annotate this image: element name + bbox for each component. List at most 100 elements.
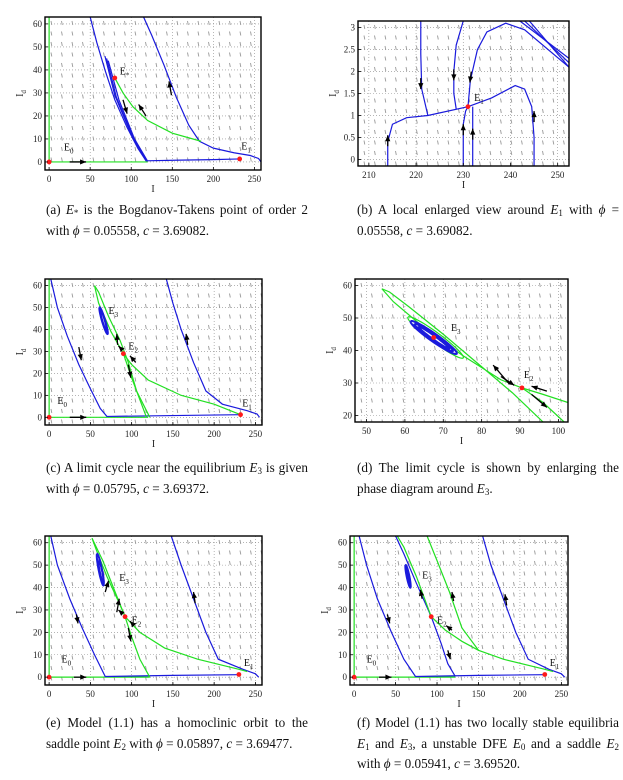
y-tick-label: 0: [38, 412, 43, 422]
equilibrium-label: E0: [367, 655, 377, 668]
caption-text: = 3.69372.: [148, 480, 210, 496]
caption-math: E: [476, 480, 485, 496]
y-tick-label: 60: [33, 19, 43, 29]
manifold-curve: [396, 536, 432, 617]
manifold-curve: [381, 288, 568, 422]
plot-frame: [44, 535, 263, 686]
trajectory-curve: [395, 536, 456, 677]
flow-arrow: [531, 385, 548, 392]
x-tick-label: 220: [409, 170, 423, 180]
y-tick-label: 20: [33, 627, 43, 637]
x-tick-label: 100: [552, 426, 566, 436]
flow-arrow: [385, 135, 391, 147]
caption-math: E: [357, 735, 366, 751]
y-tick-label: 60: [338, 538, 348, 548]
caption-math: E: [113, 735, 122, 751]
flow-arrow: [73, 674, 87, 680]
caption-math: ϕ: [383, 756, 391, 771]
caption-b: (b) A local enlarged view around E1 with…: [357, 200, 619, 241]
caption-a: (a) E* is the Bogdanov-Takens point of o…: [46, 200, 308, 241]
equilibrium-point: [120, 351, 126, 357]
y-tick-label: 30: [33, 605, 43, 615]
y-axis-label: Id: [328, 90, 341, 97]
caption-text: = 3.69082.: [412, 222, 473, 238]
y-axis-label: Id: [15, 348, 28, 355]
manifold-curve: [430, 616, 554, 673]
y-tick-label: 30: [343, 378, 353, 388]
limit-cycle: [99, 308, 108, 333]
flow-arrow: [114, 333, 120, 345]
x-axis-label: I: [152, 699, 155, 710]
flow-arrow: [74, 614, 80, 624]
y-tick-label: 10: [33, 650, 43, 660]
trajectory-curve: [528, 21, 569, 68]
caption-text: and: [369, 735, 400, 751]
manifold-curve: [124, 616, 248, 673]
caption-subscript: 3: [484, 486, 490, 497]
y-tick-label: 50: [33, 42, 43, 52]
x-tick-label: 240: [504, 170, 518, 180]
x-tick-label: 0: [47, 429, 52, 439]
trajectory-curve: [420, 21, 429, 116]
x-tick-label: 100: [125, 689, 139, 699]
trajectory-curve: [462, 22, 569, 166]
caption-subscript: 2: [121, 741, 126, 752]
x-tick-label: 200: [207, 689, 221, 699]
y-tick-label: 40: [33, 65, 43, 75]
equilibrium-label: E3: [451, 323, 461, 336]
y-tick-label: 20: [33, 368, 43, 378]
caption-math: ϕ: [156, 735, 163, 751]
caption-math: c: [454, 756, 460, 771]
y-tick-label: 2: [351, 67, 356, 77]
caption-text: is given with: [46, 460, 308, 496]
flow-arrow: [460, 124, 466, 136]
y-tick-label: 30: [33, 346, 43, 356]
y-tick-label: 20: [33, 111, 43, 121]
caption-text: = 0.05941,: [390, 756, 455, 771]
plot-frame: [44, 16, 262, 171]
equilibrium-point: [122, 614, 128, 620]
x-tick-label: 250: [249, 689, 263, 699]
caption-math: c: [406, 222, 413, 238]
direction-field: [363, 24, 565, 166]
x-tick-label: 210: [362, 170, 376, 180]
y-axis-label: Id: [15, 607, 28, 614]
caption-math: ϕ: [598, 202, 606, 217]
flow-arrow: [77, 346, 83, 361]
caption-subscript: 1: [365, 741, 370, 752]
equilibrium-point: [431, 335, 437, 340]
y-tick-label: 40: [338, 583, 348, 593]
caption-text: = 0.05897,: [162, 735, 227, 751]
flow-arrow: [531, 393, 548, 408]
trajectory-curve: [89, 17, 240, 162]
x-tick-label: 80: [477, 426, 487, 436]
y-tick-label: 50: [343, 313, 353, 323]
x-tick-label: 250: [555, 689, 569, 699]
equilibrium-point: [519, 385, 525, 391]
y-tick-label: 40: [343, 346, 353, 356]
caption-text: = 0.05558,: [357, 202, 620, 238]
flow-arrow: [127, 627, 133, 642]
equilibrium-label: E2: [132, 615, 142, 628]
equilibrium-label: E2: [524, 370, 534, 383]
trajectory-curve: [387, 84, 535, 166]
equilibrium-point: [428, 614, 434, 620]
equilibrium-point: [237, 156, 243, 162]
flow-arrow: [129, 620, 136, 628]
flow-arrow: [167, 81, 173, 96]
x-tick-label: 150: [166, 689, 180, 699]
limit-cycle: [409, 319, 458, 356]
caption-text: = 0.05558,: [79, 222, 144, 238]
x-tick-label: 50: [86, 429, 96, 439]
equilibrium-label: E1: [474, 93, 484, 106]
caption-text: = 3.69520.: [459, 756, 521, 771]
flow-arrow: [117, 345, 125, 353]
flow-arrow: [69, 414, 87, 420]
y-tick-label: 0: [38, 672, 43, 682]
equilibrium-label: E1: [241, 141, 251, 154]
flow-arrow: [450, 591, 456, 602]
caption-text: (e) Model (1.1) has a homoclinic orbit t…: [46, 715, 308, 751]
equilibrium-label: E2: [128, 341, 138, 354]
equilibrium-label: E1: [550, 658, 560, 671]
